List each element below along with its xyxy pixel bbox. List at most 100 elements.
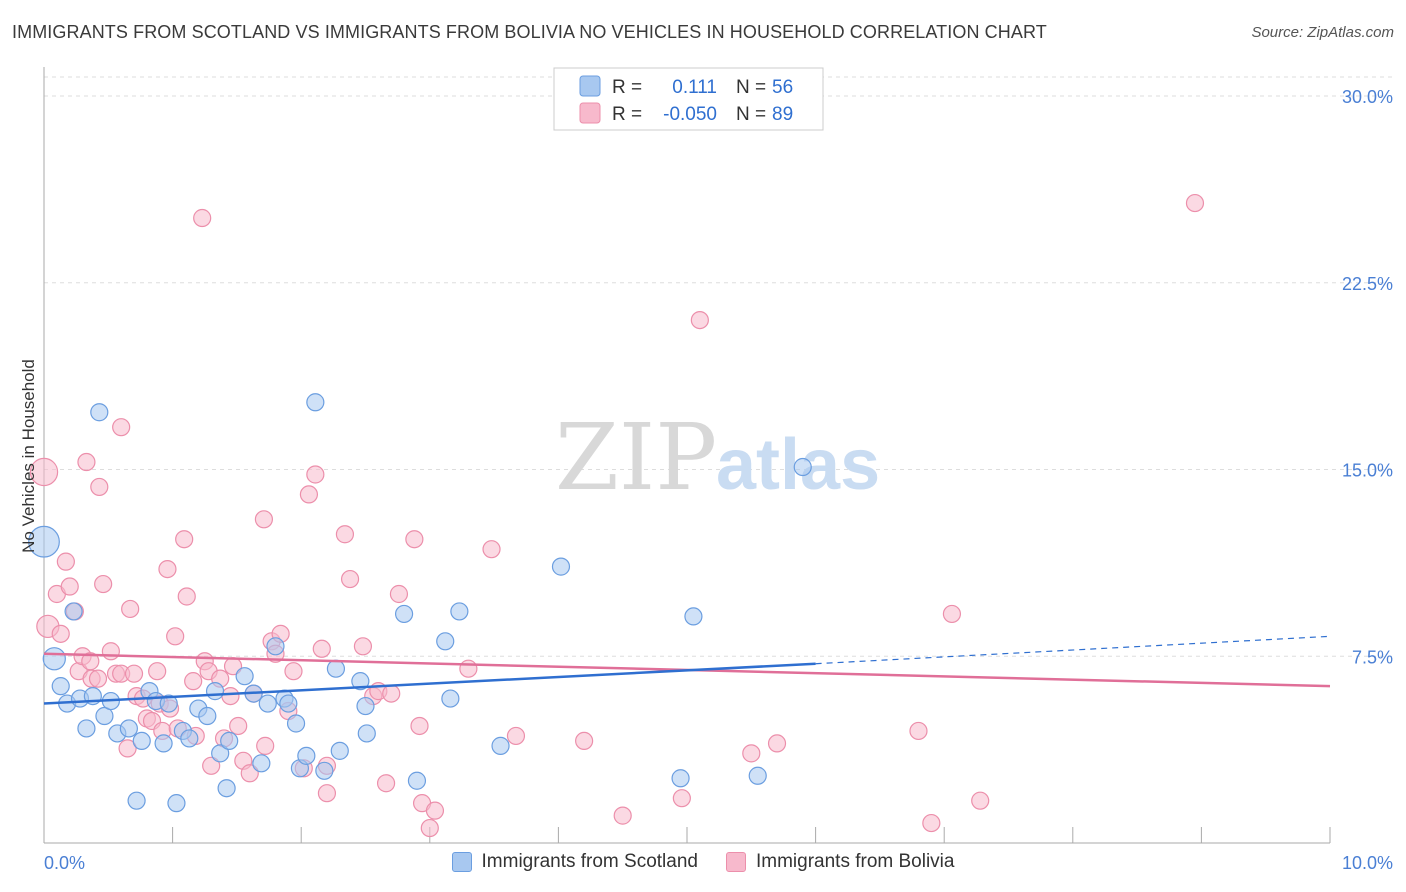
bolivia-point [166,627,185,646]
bolivia-point [229,716,248,736]
scotland-point [394,604,414,624]
stats-legend: R = 0.111 N = 56 R = -0.050 N = 89 [553,67,824,131]
x-tick-labels: 0.0% 10.0% [44,853,1393,873]
scotland-point [180,729,199,748]
bolivia-point [112,418,131,437]
scotland-point [793,457,812,477]
scotland-point [491,736,510,755]
n-value-1: 56 [772,77,793,98]
scotland-point [127,791,146,810]
bolivia-point [101,642,120,661]
bolivia-point [971,791,990,810]
bolivia-point [121,599,140,619]
bolivia-point [340,569,360,589]
scotland-point [266,637,285,656]
bolivia-point [420,818,439,838]
y-tick-label-3: 30.0% [1342,87,1393,107]
scotland-point [684,607,703,626]
scotland-point [235,667,254,686]
y-tick-label-0: 7.5% [1352,647,1393,667]
x-tick-label-1: 10.0% [1342,853,1393,873]
scotland-point [217,779,236,798]
legend-swatch-scotland [451,852,472,872]
bolivia-point [306,465,325,484]
bolivia-point [613,806,632,825]
scotland-point [436,632,455,651]
scotland-point [252,754,271,773]
scotland-point [154,734,173,753]
bolivia-point [88,669,108,688]
scotland-point [132,731,151,751]
scotland-point [119,719,138,738]
bolivia-point [177,587,196,606]
y-tick-label-1: 15.0% [1342,461,1393,481]
scotland-point [441,689,460,708]
scotland-point [315,761,334,780]
y-axis-label: No Vehicles in Household [19,359,38,553]
bolivia-point [299,485,319,504]
legend-label-bolivia: Immigrants from Bolivia [755,851,955,872]
bolivia-point [506,726,526,746]
scotland-point [286,714,306,733]
scotland-point [551,557,571,576]
bolivia-point [312,639,331,658]
scotland-point [198,706,217,726]
r-value-2: -0.050 [663,104,717,125]
bolivia-point [193,208,212,228]
bolivia-point [81,652,100,671]
scotland-point [671,769,690,788]
scotland-trend-extension [815,635,1331,665]
r-value-1: 0.111 [672,77,717,98]
chart-title: IMMIGRANTS FROM SCOTLAND VS IMMIGRANTS F… [12,22,1047,42]
scotland-point [330,741,349,760]
scotland-point [306,393,325,412]
legend-item-bolivia: Immigrants from Bolivia [725,851,955,873]
scotland-point [748,766,767,785]
bolivia-swatch [579,102,601,124]
scotland-point [211,744,230,763]
scotland-point [51,677,70,696]
bolivia-point [284,662,303,681]
scotland-points [28,393,812,813]
scotland-point [28,525,60,558]
bolivia-point [51,624,70,643]
bolivia-point [335,525,355,544]
bolivia-point [482,540,501,559]
scotland-point [77,719,96,738]
bolivia-point [184,672,203,691]
bolivia-point [175,530,194,549]
bolivia-point [94,574,113,594]
scotland-point [279,694,298,713]
bolivia-point [148,662,167,681]
legend-item-scotland: Immigrants from Scotland [451,851,698,873]
bolivia-point [425,801,445,820]
n-value-2: 89 [772,104,793,125]
bolivia-point [389,584,409,604]
bolivia-point [672,789,691,808]
x-tick-label-0: 0.0% [44,853,85,873]
scotland-point [258,694,277,713]
scotland-point [159,694,178,713]
scotland-point [167,794,186,813]
bolivia-point [56,552,75,571]
bolivia-point [410,716,429,736]
bolivia-point [690,311,709,330]
bolivia-point [158,559,177,579]
scotland-point [64,602,83,621]
bolivia-point [353,637,373,656]
legend-label-scotland: Immigrants from Scotland [481,851,698,872]
bolivia-point [922,813,941,833]
bolivia-point [942,604,962,624]
trend-lines [43,635,1331,705]
bolivia-point [256,736,275,755]
bolivia-point [742,744,761,763]
scotland-swatch [579,75,601,97]
r-label-2: R = [612,104,642,125]
scotland-point [450,602,469,621]
scotland-trend-line [43,662,816,705]
bolivia-points [29,193,1205,838]
bolivia-point [118,739,137,758]
scotland-point [95,706,114,726]
bolivia-point [124,664,144,683]
x-ticks [43,827,1331,843]
